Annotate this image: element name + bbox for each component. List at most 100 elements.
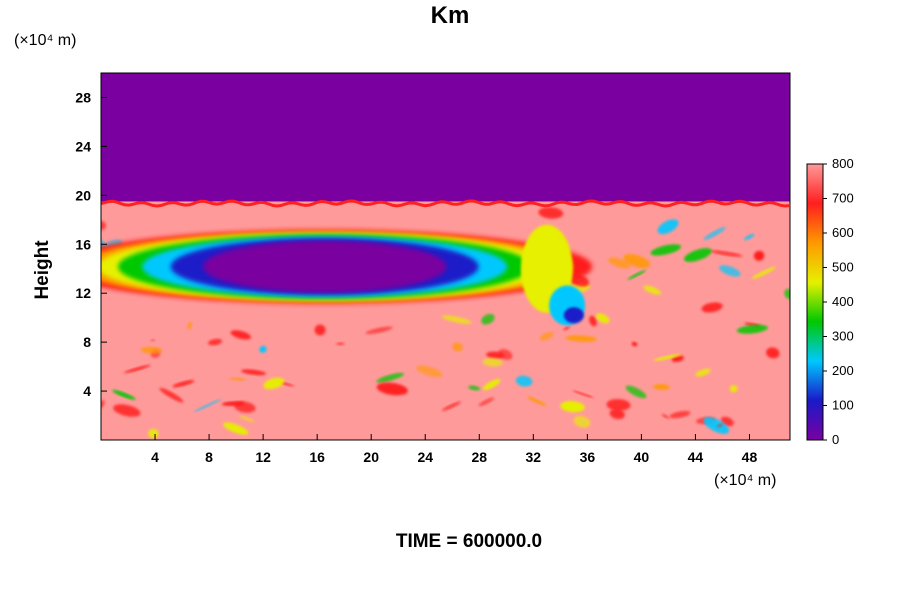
turbulence-blob — [442, 401, 461, 411]
x-tick-label: 24 — [417, 449, 433, 465]
turbulence-blob — [563, 326, 570, 331]
x-tick-label: 40 — [634, 449, 650, 465]
turbulence-blob — [627, 269, 646, 280]
colorbar-tick-label: 700 — [832, 191, 854, 206]
turbulence-blob — [784, 288, 790, 300]
turbulence-blob — [653, 383, 670, 390]
turbulence-blob — [703, 226, 726, 241]
x-tick-label: 20 — [363, 449, 379, 465]
x-tick-label: 48 — [742, 449, 758, 465]
contour-field — [101, 73, 790, 440]
x-tick-label: 36 — [580, 449, 596, 465]
turbulence-blob — [259, 345, 267, 353]
turbulence-blob — [683, 248, 712, 262]
turbulence-blob — [565, 335, 597, 342]
x-tick-label: 8 — [205, 449, 213, 465]
turbulence-blob — [669, 410, 691, 419]
layer-boundary — [101, 199, 790, 208]
upper-layer — [101, 73, 790, 202]
y-tick-label: 8 — [83, 334, 91, 350]
turbulence-blob — [486, 351, 505, 359]
turbulence-blob — [572, 390, 594, 398]
turbulence-blob — [710, 250, 743, 257]
turbulence-blob — [314, 324, 326, 336]
colorbar-tick-label: 800 — [832, 156, 854, 171]
turbulence-blob — [223, 422, 249, 435]
turbulence-blob — [159, 387, 184, 403]
colorbar-tick-label: 0 — [832, 432, 839, 447]
turbulence-blob — [589, 315, 597, 327]
turbulence-blob — [539, 331, 554, 341]
turbulence-blob — [609, 408, 625, 420]
turbulence-blob — [193, 398, 222, 413]
turbulent-blobs — [101, 207, 790, 439]
x-tick-label: 28 — [471, 449, 487, 465]
y-tick-label: 16 — [75, 236, 91, 252]
turbulence-blob — [478, 397, 495, 407]
turbulence-blob — [515, 375, 533, 387]
x-tick-label: 32 — [526, 449, 542, 465]
turbulence-blob — [719, 265, 741, 277]
turbulence-blob — [229, 377, 246, 381]
turbulence-blob — [441, 315, 472, 324]
x-tick-label: 12 — [255, 449, 271, 465]
y-tick-label: 12 — [75, 285, 91, 301]
turbulence-blob — [481, 313, 495, 325]
turbulence-blob — [606, 399, 631, 411]
x-tick-label: 16 — [309, 449, 325, 465]
turbulence-blob — [661, 413, 670, 419]
y-tick-label: 20 — [75, 187, 91, 203]
colorbar-tick-label: 400 — [832, 294, 854, 309]
arch-tail — [563, 307, 584, 324]
turbulence-blob — [376, 382, 408, 396]
turbulence-blob — [631, 341, 638, 347]
turbulence-blob — [101, 220, 106, 231]
turbulence-blob — [643, 285, 662, 295]
turbulence-blob — [753, 250, 765, 261]
turbulence-blob — [112, 389, 136, 400]
turbulence-blob — [560, 401, 585, 413]
plot-frame — [100, 72, 791, 441]
turbulence-blob — [140, 346, 163, 354]
x-tick-label: 4 — [151, 449, 159, 465]
y-axis-ticks: 4 8 12 16 20 24 28 — [75, 89, 107, 399]
turbulence-blob — [230, 330, 251, 340]
turbulence-blob — [365, 326, 393, 335]
turbulence-blob — [736, 324, 768, 334]
turbulence-blob — [336, 342, 345, 346]
turbulence-blob — [766, 347, 780, 359]
turbulence-blob — [172, 380, 195, 388]
arch-band — [203, 240, 447, 293]
turbulence-blob — [573, 415, 591, 428]
colorbar-tick-label: 500 — [832, 260, 854, 275]
x-axis-unit: (×10⁴ m) — [714, 472, 777, 489]
turbulence-blob — [148, 428, 159, 439]
x-axis-ticks: 4 8 12 16 20 24 28 32 36 40 44 48 — [151, 434, 757, 465]
turbulence-blob — [527, 396, 547, 406]
colorbar-ticks: 0 100 200 300 400 500 600 700 800 — [823, 156, 854, 447]
y-tick-label: 28 — [75, 89, 91, 105]
arch-structure — [101, 224, 593, 326]
colorbar-tick-label: 300 — [832, 329, 854, 344]
turbulence-blob — [452, 342, 463, 352]
turbulence-blob — [538, 207, 564, 219]
turbulence-blob — [101, 399, 105, 409]
turbulence-blob — [187, 322, 193, 330]
turbulence-blob — [124, 364, 151, 374]
colorbar-gradient — [806, 163, 824, 441]
turbulence-blob — [717, 423, 723, 428]
turbulence-blob — [416, 365, 443, 378]
y-tick-label: 24 — [75, 138, 91, 154]
turbulence-blob — [695, 368, 711, 377]
turbulence-blob — [650, 244, 682, 256]
turbulence-blob — [239, 415, 255, 422]
turbulence-blob — [263, 377, 285, 390]
turbulence-blob — [701, 302, 723, 313]
turbulence-blob — [150, 339, 155, 342]
colorbar — [806, 163, 824, 441]
turbulence-blob — [468, 385, 481, 391]
colorbar-tick-label: 100 — [832, 398, 854, 413]
turbulence-blob — [657, 219, 679, 235]
turbulence-blob — [482, 378, 501, 391]
